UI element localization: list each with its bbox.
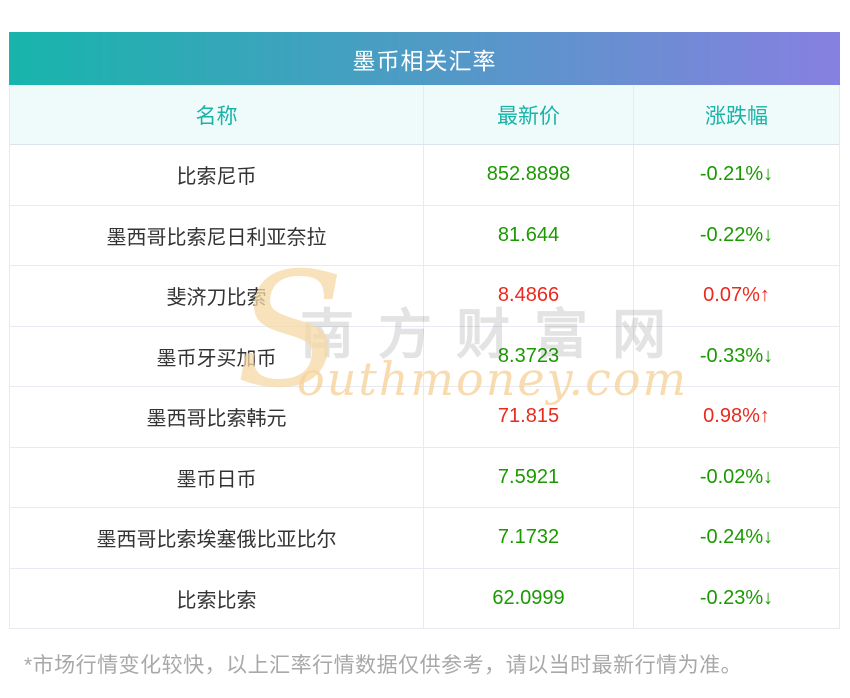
- latest-price-value: 852.8898: [424, 145, 634, 205]
- latest-price-value: 8.3723: [424, 326, 634, 386]
- currency-pair-name: 墨西哥比索韩元: [10, 387, 424, 447]
- table-row: 墨币日币 7.5921 -0.02%↓: [10, 447, 839, 508]
- table-row: 墨西哥比索尼日利亚奈拉 81.644 -0.22%↓: [10, 205, 839, 266]
- table-title-bar: 墨币相关汇率: [9, 32, 840, 85]
- change-percent-value: -0.33%↓: [699, 344, 774, 367]
- exchange-rate-table: 墨币相关汇率 名称 最新价 涨跌幅 比索尼币 852.8898 -0.21%↓ …: [9, 32, 840, 629]
- currency-pair-name: 墨西哥比索埃塞俄比亚比尔: [10, 508, 424, 568]
- column-header-latest-price: 最新价: [424, 85, 634, 144]
- latest-price-value: 7.5921: [424, 447, 634, 507]
- currency-pair-name: 墨西哥比索尼日利亚奈拉: [10, 205, 424, 265]
- latest-price-value: 71.815: [424, 387, 634, 447]
- table-row: 墨西哥比索韩元 71.815 0.98%↑: [10, 387, 839, 448]
- change-percent-value: 0.98%↑: [703, 405, 770, 428]
- change-percent-value: -0.23%↓: [699, 586, 774, 609]
- currency-pair-name: 比索尼币: [10, 145, 424, 205]
- currency-pair-name: 墨币日币: [10, 447, 424, 507]
- table-row: 墨西哥比索埃塞俄比亚比尔 7.1732 -0.24%↓: [10, 508, 839, 569]
- table-title: 墨币相关汇率: [352, 47, 497, 74]
- table-row: 比索尼币 852.8898 -0.21%↓: [10, 145, 839, 206]
- change-percent-value: 0.07%↑: [703, 284, 770, 307]
- column-header-change-percent: 涨跌幅: [705, 104, 768, 128]
- table-grid: 名称 最新价 涨跌幅 比索尼币 852.8898 -0.21%↓ 墨西哥比索尼日…: [9, 85, 840, 629]
- disclaimer-note: *市场行情变化较快，以上汇率行情数据仅供参考，请以当时最新行情为准。: [24, 654, 743, 677]
- currency-pair-name: 比索比索: [10, 568, 424, 628]
- change-percent-value: -0.24%↓: [699, 526, 774, 549]
- table-row: 斐济刀比索 8.4866 0.07%↑: [10, 266, 839, 327]
- change-percent-value: -0.21%↓: [699, 163, 774, 186]
- change-percent-value: -0.22%↓: [699, 223, 774, 246]
- table-body: 比索尼币 852.8898 -0.21%↓ 墨西哥比索尼日利亚奈拉 81.644…: [10, 145, 839, 629]
- table-row: 墨币牙买加币 8.3723 -0.33%↓: [10, 326, 839, 387]
- table-row: 比索比索 62.0999 -0.23%↓: [10, 568, 839, 629]
- latest-price-value: 8.4866: [424, 266, 634, 326]
- change-percent-value: -0.02%↓: [699, 465, 774, 488]
- latest-price-value: 7.1732: [424, 508, 634, 568]
- column-header-name: 名称: [10, 85, 424, 144]
- currency-pair-name: 斐济刀比索: [10, 266, 424, 326]
- latest-price-value: 62.0999: [424, 568, 634, 628]
- latest-price-value: 81.644: [424, 205, 634, 265]
- column-header-row: 名称 最新价 涨跌幅: [10, 85, 839, 145]
- currency-pair-name: 墨币牙买加币: [10, 326, 424, 386]
